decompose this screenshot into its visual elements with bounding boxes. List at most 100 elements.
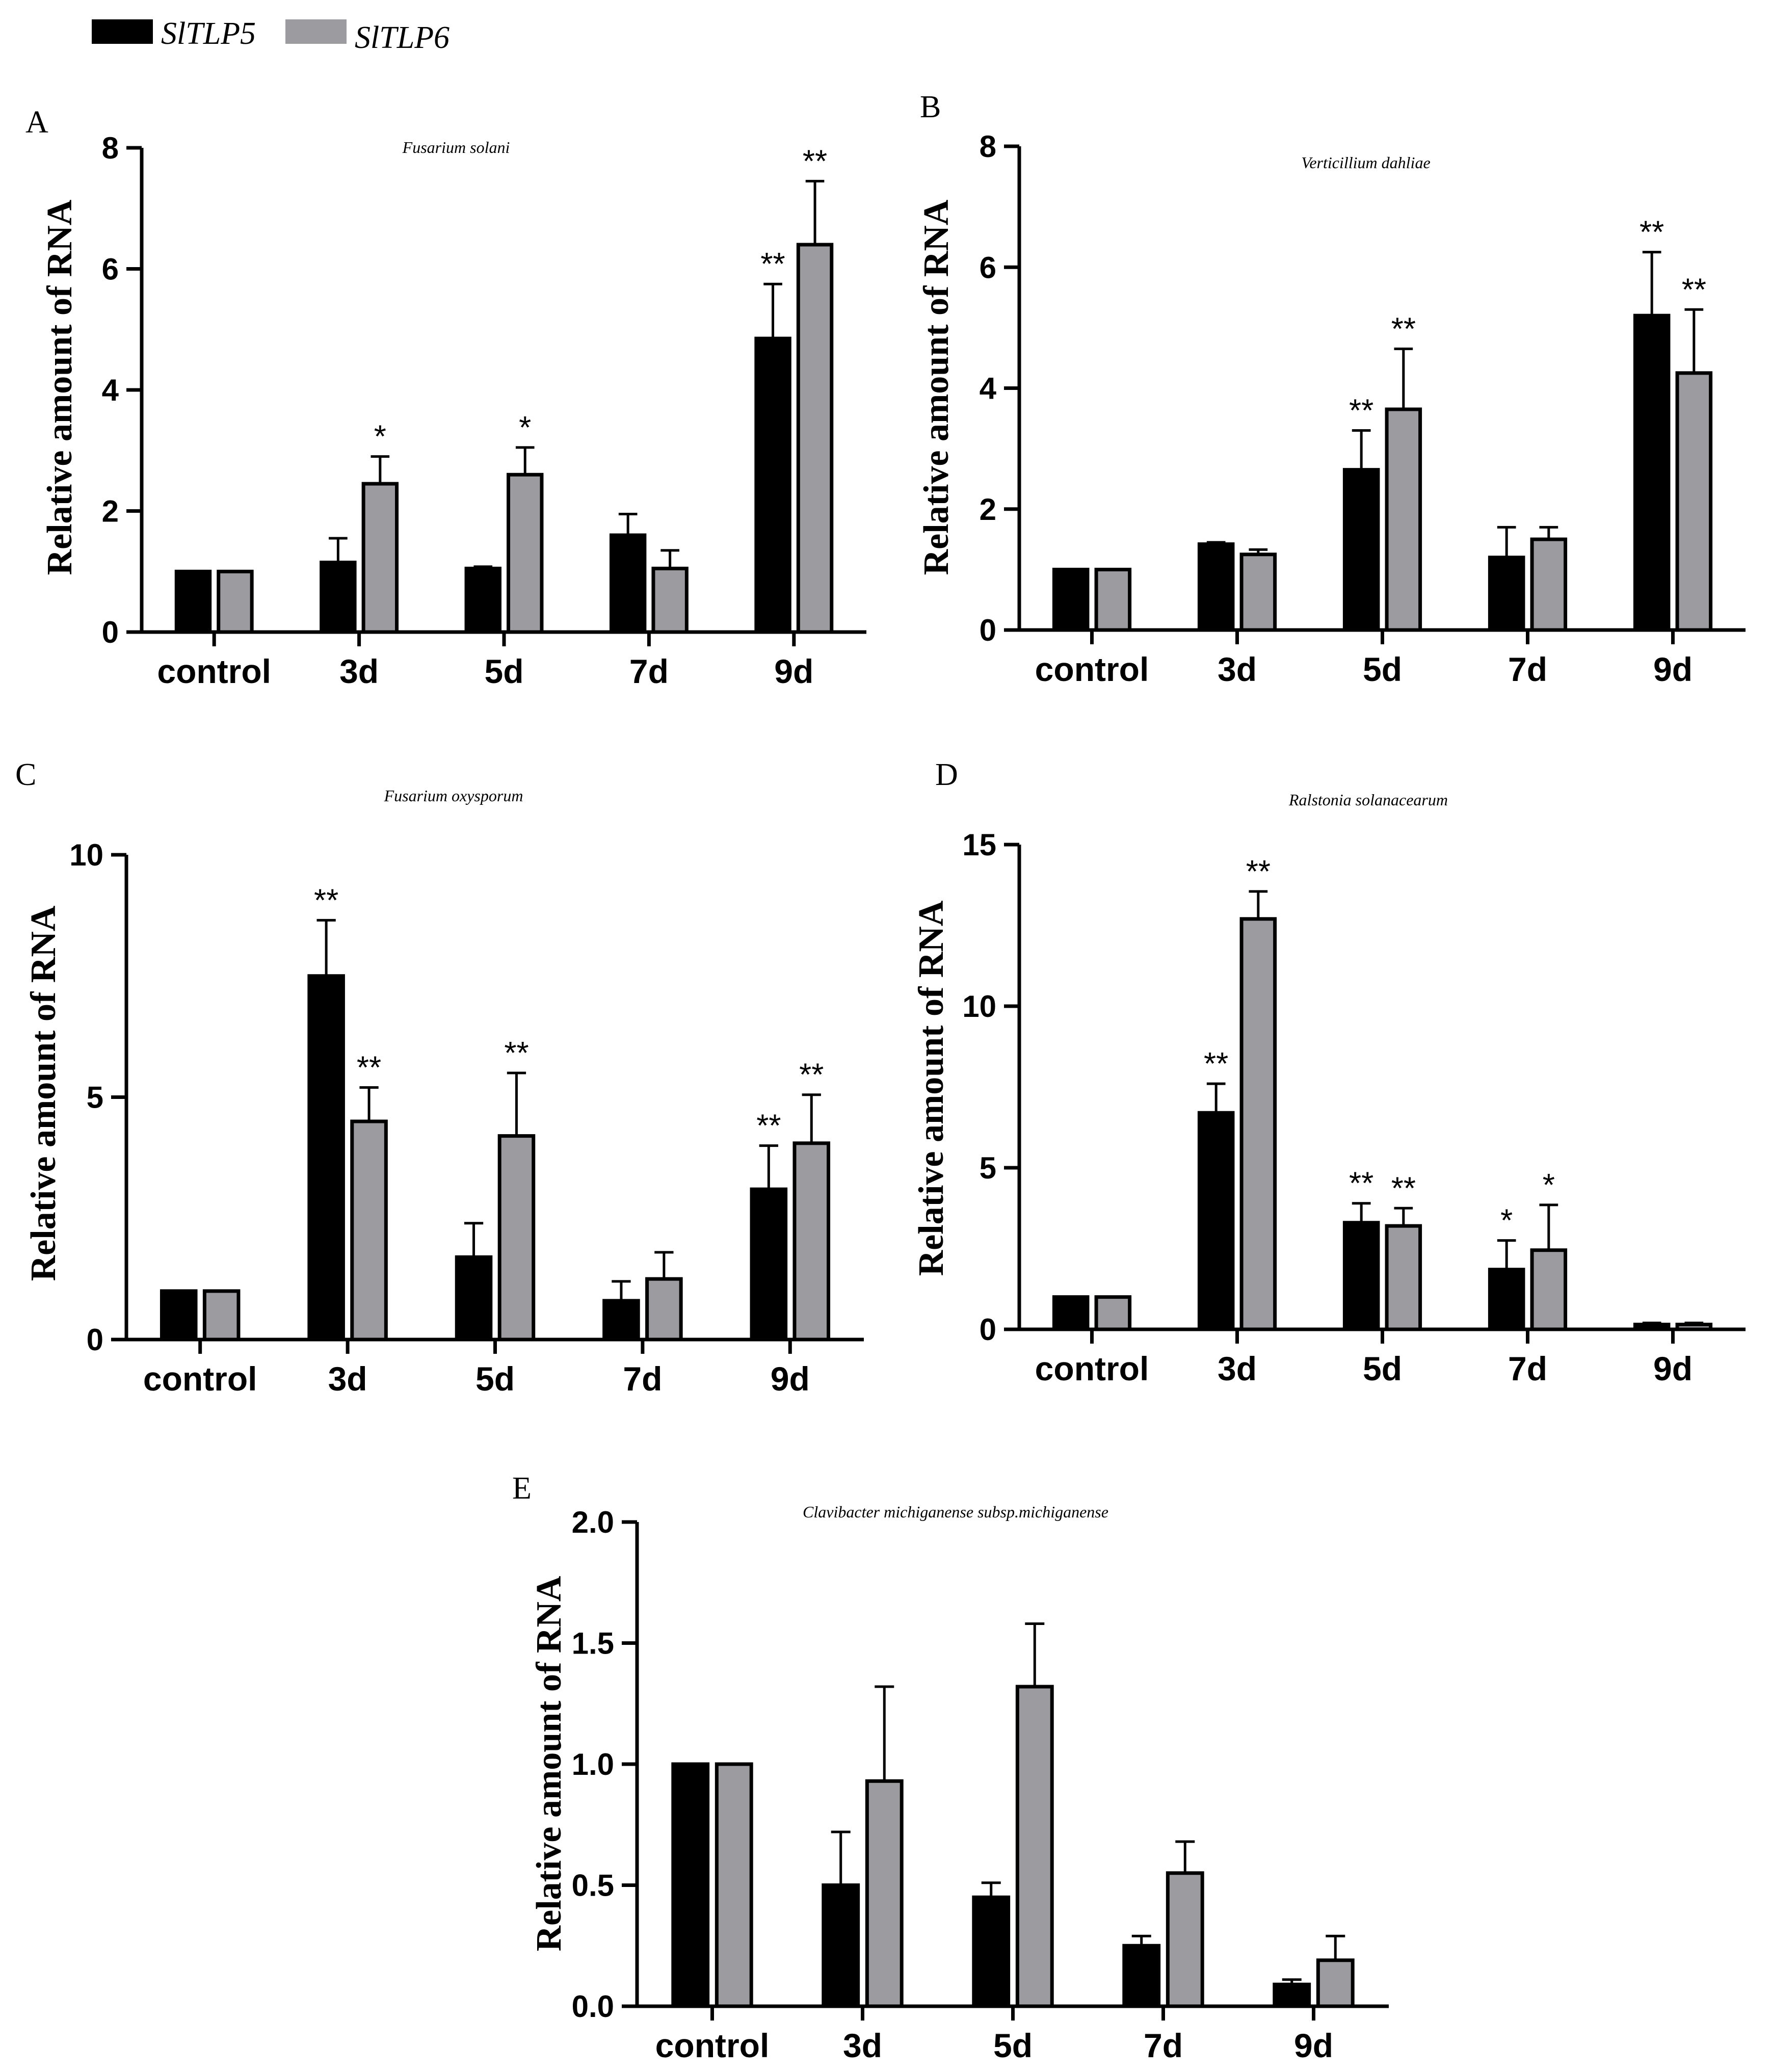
panel-label: A [25, 105, 48, 140]
bar-sltlp5 [972, 1895, 1011, 2008]
x-tick-label: control [1035, 650, 1149, 688]
legend-label-sltlp5: SlTLP5 [161, 16, 256, 51]
panel-e: E Clavibacter michiganense subsp.michiga… [512, 1471, 1389, 2064]
bar-sltlp6 [361, 482, 399, 634]
significance-marker: * [519, 410, 531, 445]
bar-sltlp5 [320, 560, 357, 634]
panel-a: A Fusarium solani Relative amount of RNA… [25, 105, 866, 690]
y-tick-label: 4 [980, 372, 997, 406]
significance-marker: * [1543, 1168, 1555, 1203]
bar-sltlp5 [174, 569, 212, 634]
bar-sltlp5 [1052, 567, 1090, 632]
bar-sltlp5 [671, 1762, 710, 2008]
x-tick-label: 3d [1218, 650, 1257, 688]
bar-sltlp6 [1166, 1871, 1204, 2008]
panel-label: C [15, 757, 36, 792]
bar-sltlp5 [754, 336, 791, 634]
x-tick-label: 5d [1363, 650, 1402, 688]
y-tick-label: 0.5 [572, 1869, 614, 1903]
y-tick-label: 0 [980, 1313, 996, 1347]
bar-sltlp6 [1239, 917, 1277, 1331]
x-tick-label: 7d [623, 1360, 662, 1398]
x-tick-label: 9d [1294, 2027, 1333, 2064]
bar-sltlp5 [1273, 1982, 1311, 2008]
bar-sltlp6 [497, 1134, 536, 1342]
panel-c: C Fusarium oxysporum Relative amount of … [15, 757, 864, 1398]
y-tick-label: 8 [980, 129, 996, 164]
bar-sltlp6 [1385, 1224, 1422, 1331]
significance-marker: ** [799, 1058, 824, 1093]
y-axis-label: Relative amount of RNA [917, 199, 956, 575]
bar-sltlp6 [1675, 1322, 1713, 1331]
significance-marker: ** [803, 144, 827, 179]
panel-label: E [512, 1471, 532, 1506]
x-tick-label: 3d [339, 652, 379, 690]
bar-sltlp5 [1052, 1295, 1090, 1331]
bar-sltlp6 [202, 1289, 241, 1342]
x-tick-label: 9d [771, 1360, 810, 1398]
x-tick-label: 3d [843, 2027, 882, 2064]
x-tick-label: 7d [1508, 1350, 1547, 1387]
significance-marker: ** [357, 1050, 381, 1085]
significance-marker: ** [314, 883, 338, 918]
bar-sltlp6 [865, 1779, 904, 2008]
panel-d: D Ralstonia solanacearum Relative amount… [912, 757, 1746, 1387]
chart-title: Clavibacter michiganense subsp.michigane… [803, 1503, 1108, 1521]
x-tick-label: 7d [1144, 2027, 1183, 2064]
x-tick-label: control [143, 1360, 257, 1398]
bar-sltlp5 [1342, 468, 1380, 632]
significance-marker: ** [1349, 1166, 1373, 1201]
x-tick-label: 7d [629, 652, 669, 690]
chart-title: Ralstonia solanacearum [1288, 791, 1448, 809]
legend: SlTLP5 SlTLP6 [92, 16, 450, 55]
y-tick-label: 10 [962, 989, 996, 1024]
bar-sltlp5 [1633, 1322, 1671, 1331]
x-tick-label: control [655, 2027, 770, 2064]
bar-sltlp6 [792, 1141, 831, 1342]
significance-marker: * [1500, 1203, 1513, 1239]
bar-sltlp5 [1633, 313, 1671, 632]
x-tick-label: 9d [1653, 650, 1693, 688]
significance-marker: ** [756, 1109, 781, 1144]
y-tick-label: 0 [87, 1323, 103, 1357]
x-tick-label: 5d [993, 2027, 1033, 2064]
y-tick-label: 2 [102, 494, 119, 529]
chart-title: Verticillium dahliae [1301, 153, 1430, 172]
bar-sltlp5 [609, 533, 647, 634]
bar-sltlp5 [1197, 1111, 1235, 1331]
bar-sltlp6 [651, 566, 689, 634]
bar-sltlp6 [1239, 553, 1277, 632]
x-tick-label: 5d [484, 652, 523, 690]
legend-swatch-sltlp5 [92, 19, 153, 44]
y-tick-label: 8 [102, 131, 119, 165]
bar-sltlp6 [1675, 371, 1713, 632]
y-axis-label: Relative amount of RNA [24, 905, 63, 1281]
bar-sltlp6 [1530, 1248, 1568, 1331]
bar-sltlp5 [1197, 542, 1235, 632]
y-axis-label: Relative amount of RNA [40, 199, 80, 575]
panel-label: D [935, 757, 958, 792]
y-axis-label: Relative amount of RNA [912, 900, 951, 1276]
legend-swatch-sltlp6 [285, 19, 347, 44]
bar-sltlp6 [1094, 1295, 1132, 1331]
bar-sltlp5 [1342, 1221, 1380, 1331]
y-tick-label: 5 [87, 1081, 103, 1115]
y-tick-label: 6 [980, 250, 996, 284]
plot-area: 0.0 0.5 1.0 1.5 2.0 control 3d 5d 7d 9d [572, 1505, 1389, 2064]
significance-marker: ** [1391, 1171, 1416, 1206]
panel-b: B Verticillium dahliae Relative amount o… [917, 90, 1746, 688]
x-tick-label: control [157, 652, 271, 690]
x-tick-label: 7d [1508, 650, 1547, 688]
bar-sltlp6 [796, 243, 834, 634]
y-tick-label: 4 [102, 373, 119, 407]
bar-sltlp6 [645, 1277, 683, 1342]
y-tick-label: 10 [69, 838, 103, 872]
legend-label-sltlp6: SlTLP6 [355, 20, 450, 55]
y-tick-label: 15 [962, 828, 996, 862]
bar-sltlp6 [1385, 407, 1422, 632]
bar-sltlp5 [750, 1187, 788, 1342]
plot-area: 0 2 4 6 8 control 3d * 5d * 7d 9d ** ** [102, 131, 866, 690]
chart-title: Fusarium oxysporum [384, 786, 523, 805]
